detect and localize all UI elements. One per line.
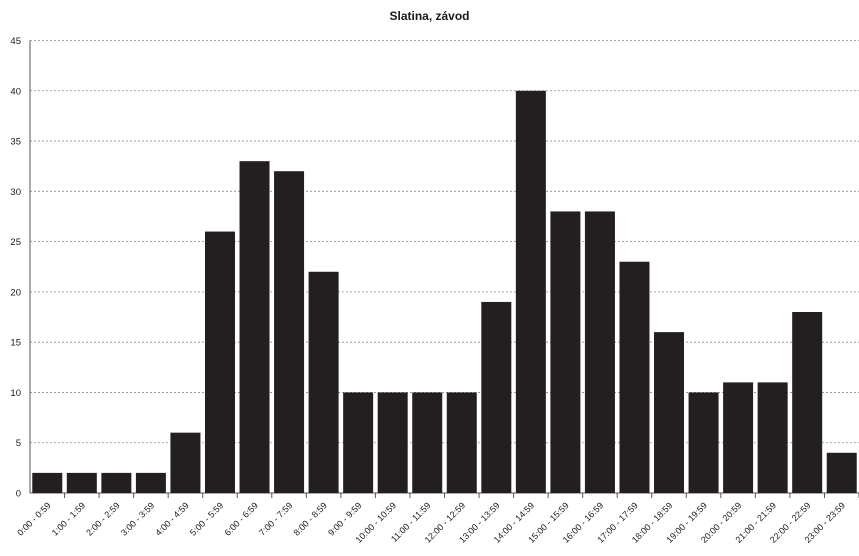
- y-tick-label: 0: [16, 489, 21, 500]
- bar: [757, 382, 788, 493]
- bar: [412, 392, 443, 493]
- x-tick-label: 5:00 - 5:59: [188, 500, 225, 537]
- bar: [792, 312, 823, 493]
- bar: [274, 171, 305, 493]
- bar: [239, 161, 270, 493]
- bar: [308, 271, 339, 493]
- bar: [377, 392, 408, 493]
- bar: [619, 261, 650, 493]
- bar: [66, 472, 97, 493]
- bar: [550, 211, 581, 493]
- bar: [135, 472, 166, 493]
- bar: [481, 301, 512, 493]
- bar: [32, 472, 63, 493]
- y-tick-label: 40: [10, 86, 21, 97]
- x-tick-label: 4:00 - 4:59: [153, 500, 190, 537]
- y-tick-label: 15: [10, 338, 21, 349]
- x-tick-label: 3:00 - 3:59: [119, 500, 156, 537]
- bar: [826, 452, 857, 493]
- y-tick-label: 5: [16, 438, 21, 449]
- bar: [170, 432, 201, 493]
- bar: [654, 332, 685, 493]
- x-tick-label: 0:00 - 0:59: [15, 500, 52, 537]
- bar: [688, 392, 719, 493]
- bar: [101, 472, 132, 493]
- x-tick-label: 1:00 - 1:59: [50, 500, 87, 537]
- x-tick-label: 8:00 - 8:59: [292, 500, 329, 537]
- x-tick-label: 7:00 - 7:59: [257, 500, 294, 537]
- y-tick-label: 30: [10, 187, 21, 198]
- bar: [343, 392, 374, 493]
- y-tick-label: 10: [10, 388, 21, 399]
- bar: [515, 90, 546, 494]
- y-tick-label: 35: [10, 137, 21, 148]
- bar: [446, 392, 477, 493]
- chart-title: Slatina, závod: [389, 9, 470, 23]
- bar: [204, 231, 235, 494]
- x-tick-label: 6:00 - 6:59: [222, 500, 259, 537]
- y-tick-label: 45: [10, 36, 21, 47]
- y-tick-label: 25: [10, 237, 21, 248]
- x-tick-label: 2:00 - 2:59: [84, 500, 121, 537]
- y-tick-label: 20: [10, 287, 21, 298]
- bar: [584, 211, 615, 493]
- bar: [723, 382, 754, 493]
